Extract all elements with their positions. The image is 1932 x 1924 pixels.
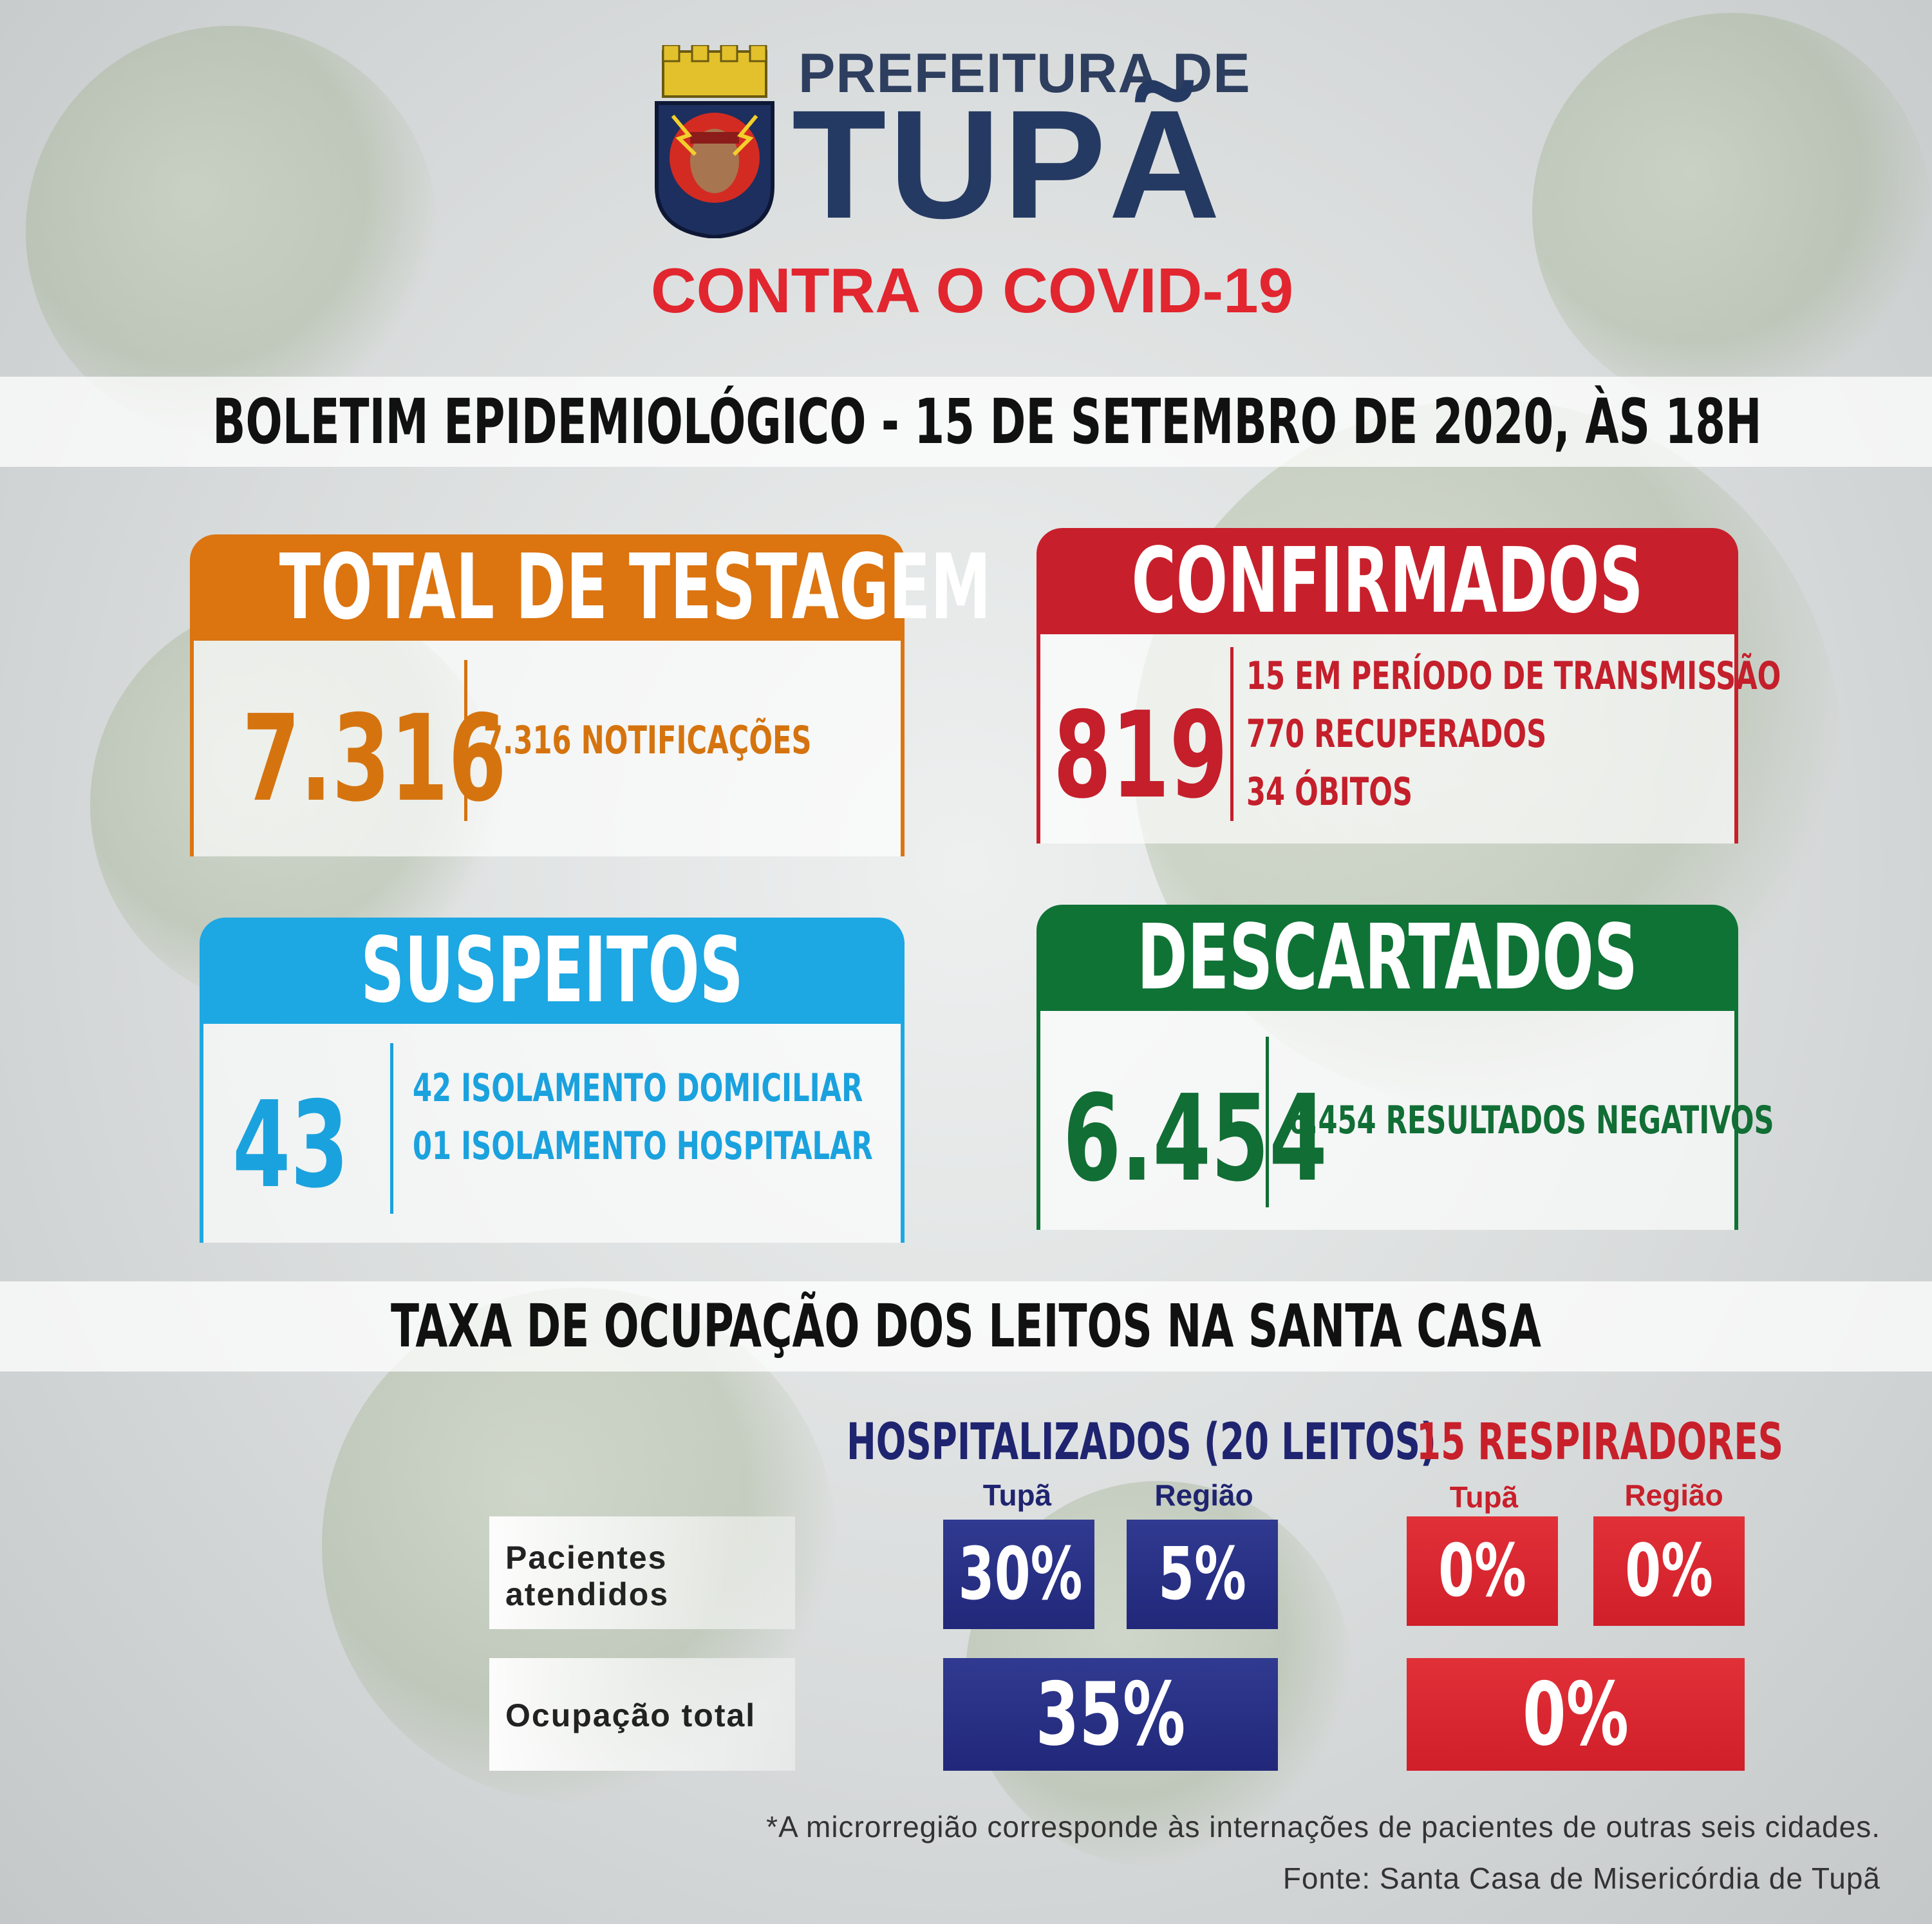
source-note: Fonte: Santa Casa de Misericórdia de Tup… [1282, 1862, 1880, 1895]
ventilators-sub-tupa: Tupã [1449, 1480, 1519, 1514]
discarded-card-header: DESCARTADOS [1036, 905, 1738, 1011]
suspected-card-header: SUSPEITOS [200, 918, 905, 1024]
confirmed-detail-recovered: 770 RECUPERADOS [1246, 712, 1547, 757]
row-label-patients-line1: Pacientes [505, 1540, 668, 1576]
ventilators-regiao-cell: 0% [1593, 1516, 1745, 1626]
slogan: CONTRA O COVID-19 [650, 255, 1294, 326]
confirmed-divider [1230, 647, 1233, 821]
testing-detail: 7.316 NOTIFICAÇÕES [483, 718, 812, 763]
hospitalized-regiao-value: 5% [1158, 1533, 1246, 1616]
occupancy-title: TAXA DE OCUPAÇÃO DOS LEITOS NA SANTA CAS… [390, 1292, 1542, 1361]
ventilators-regiao-value: 0% [1625, 1529, 1713, 1613]
suspected-divider [390, 1043, 393, 1214]
hospitalized-sub-regiao: Região [1154, 1478, 1253, 1512]
bulletin-title: BOLETIM EPIDEMIOLÓGICO - 15 DE SETEMBRO … [212, 386, 1762, 458]
suspected-detail-hospital: 01 ISOLAMENTO HOSPITALAR [413, 1124, 873, 1169]
row-label-total: Ocupação total [489, 1658, 795, 1771]
confirmed-detail-deaths: 34 ÓBITOS [1246, 769, 1413, 815]
hospitalized-total-value: 35% [1035, 1664, 1186, 1765]
virus-background-icon [1532, 13, 1931, 412]
row-label-patients-line2: atendidos [505, 1576, 670, 1612]
footnote: *A microrregião corresponde às internaçõ… [766, 1810, 1880, 1844]
ventilators-total-cell: 0% [1407, 1658, 1745, 1771]
virus-background-icon [26, 26, 438, 438]
ventilators-sub-regiao: Região [1624, 1478, 1723, 1512]
row-label-patients: Pacientes atendidos [489, 1516, 795, 1629]
suspected-total: 43 [232, 1075, 349, 1214]
ventilators-tupa-cell: 0% [1407, 1516, 1558, 1626]
confirmed-card-header: CONFIRMADOS [1036, 528, 1738, 634]
suspected-card-body: 43 42 ISOLAMENTO DOMICILIAR 01 ISOLAMENT… [200, 1014, 905, 1243]
suspected-detail-home: 42 ISOLAMENTO DOMICILIAR [413, 1066, 863, 1111]
discarded-card-title: DESCARTADOS [1137, 905, 1638, 1010]
occupancy-banner: TAXA DE OCUPAÇÃO DOS LEITOS NA SANTA CAS… [0, 1281, 1932, 1372]
city-name: TUPÃ [792, 78, 1223, 250]
confirmed-detail-transmission: 15 EM PERÍODO DE TRANSMISSÃO [1246, 654, 1781, 699]
hospitalized-sub-tupa: Tupã [982, 1478, 1052, 1512]
testing-card-body: 7.316 7.316 NOTIFICAÇÕES [190, 631, 905, 856]
confirmed-card: 819 15 EM PERÍODO DE TRANSMISSÃO 770 REC… [1036, 528, 1781, 844]
row-label-total-text: Ocupação total [505, 1697, 756, 1733]
testing-card-title: TOTAL DE TESTAGEM [279, 535, 991, 640]
hospitalized-header: HOSPITALIZADOS (20 LEITOS) [847, 1413, 1437, 1471]
testing-divider [464, 660, 467, 821]
discarded-detail: 6.454 RESULTADOS NEGATIVOS [1288, 1098, 1774, 1143]
ventilators-tupa-value: 0% [1438, 1529, 1526, 1613]
confirmed-card-title: CONFIRMADOS [1131, 529, 1644, 634]
discarded-card: 6.454 6.454 RESULTADOS NEGATIVOS DESCART… [1036, 905, 1774, 1230]
discarded-divider [1266, 1037, 1269, 1207]
testing-card-header: TOTAL DE TESTAGEM [190, 534, 991, 641]
confirmed-card-body: 819 15 EM PERÍODO DE TRANSMISSÃO 770 REC… [1036, 625, 1781, 844]
confirmed-total: 819 [1053, 686, 1228, 825]
ventilators-total-value: 0% [1523, 1664, 1629, 1765]
testing-total: 7.316 [242, 689, 507, 828]
discarded-total: 6.454 [1063, 1069, 1327, 1208]
bulletin-banner: BOLETIM EPIDEMIOLÓGICO - 15 DE SETEMBRO … [0, 377, 1932, 467]
suspected-card: 43 42 ISOLAMENTO DOMICILIAR 01 ISOLAMENT… [200, 918, 905, 1243]
ventilators-header: 15 RESPIRADORES [1416, 1413, 1784, 1471]
hospitalized-regiao-cell: 5% [1127, 1520, 1278, 1629]
discarded-card-body: 6.454 6.454 RESULTADOS NEGATIVOS [1036, 1001, 1774, 1230]
hospitalized-tupa-value: 30% [958, 1533, 1083, 1616]
testing-card: 7.316 7.316 NOTIFICAÇÕES TOTAL DE TESTAG… [190, 534, 991, 856]
hospitalized-tupa-cell: 30% [943, 1520, 1094, 1629]
hospitalized-total-cell: 35% [943, 1658, 1278, 1771]
prefeitura-label: PREFEITURA DE [798, 42, 1251, 104]
suspected-card-title: SUSPEITOS [361, 918, 744, 1023]
coat-of-arms-icon [655, 45, 774, 238]
